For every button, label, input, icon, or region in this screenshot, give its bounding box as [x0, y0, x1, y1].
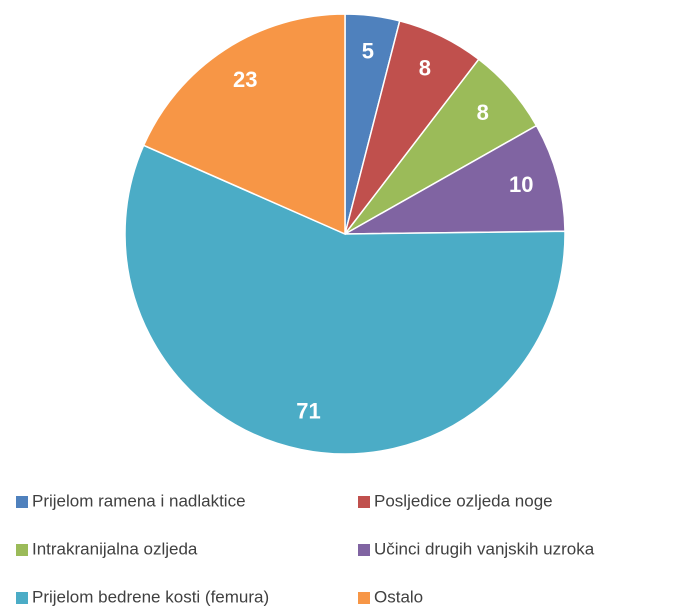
data-label: 71 — [296, 399, 320, 424]
data-label: 10 — [509, 172, 533, 197]
legend-marker — [358, 496, 370, 508]
legend-label: Posljedice ozljeda noge — [374, 491, 553, 510]
pie-slice — [344, 124, 566, 235]
data-label: 5 — [362, 39, 374, 64]
data-label: 8 — [419, 56, 431, 81]
legend-marker — [16, 544, 28, 556]
pie-slice — [124, 144, 566, 455]
legend-label: Ostalo — [374, 587, 423, 606]
pie-slice — [142, 13, 346, 236]
legend-marker — [16, 496, 28, 508]
data-label: 8 — [477, 100, 489, 125]
legend-label: Prijelom bedrene kosti (femura) — [32, 587, 269, 606]
legend-marker — [358, 544, 370, 556]
legend-label: Prijelom ramena i nadlaktice — [32, 491, 246, 510]
legend-marker — [16, 592, 28, 604]
legend-label: Intrakranijalna ozljeda — [32, 539, 198, 558]
data-label: 23 — [233, 67, 257, 92]
legend-marker — [358, 592, 370, 604]
legend-label: Učinci drugih vanjskih uzroka — [374, 539, 595, 558]
